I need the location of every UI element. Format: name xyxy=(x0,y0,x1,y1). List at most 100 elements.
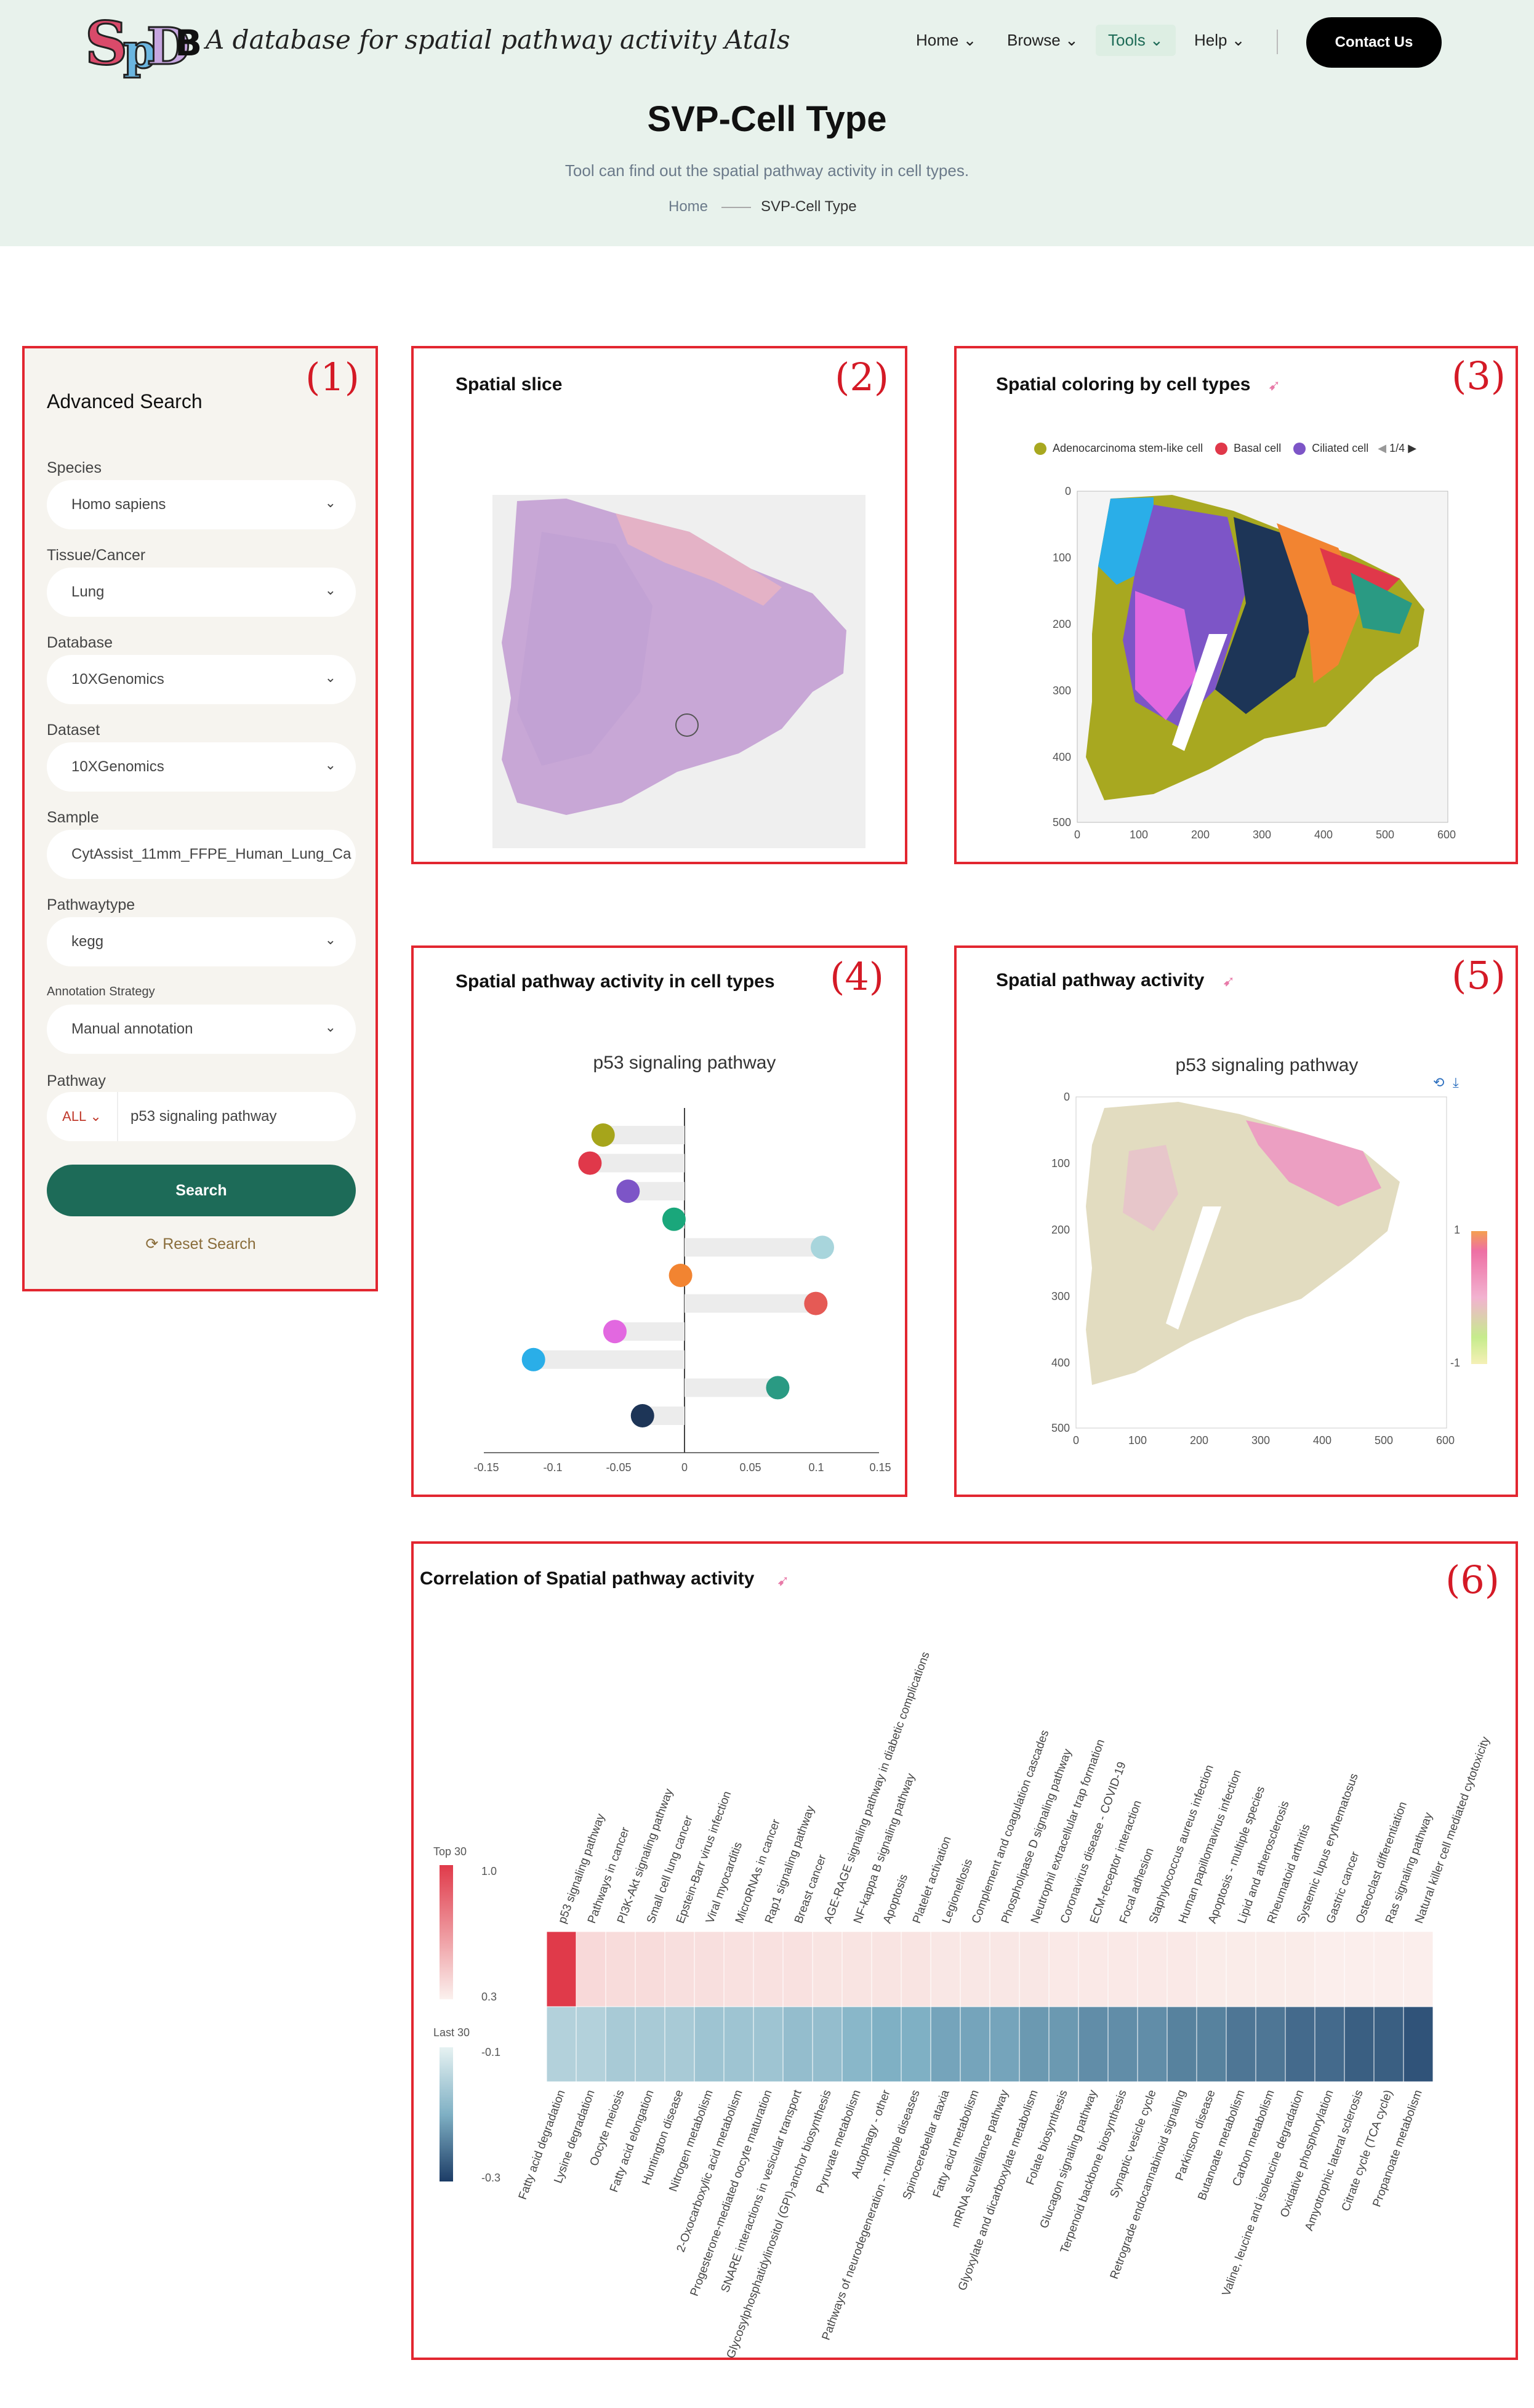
nav-tools[interactable]: Tools ⌄ xyxy=(1096,25,1176,56)
heatmap-cell-last[interactable] xyxy=(723,2006,754,2082)
heatmap-cell-last[interactable] xyxy=(1403,2006,1434,2082)
heatmap-cell-top[interactable] xyxy=(1255,1931,1286,2007)
heatmap-cell-last[interactable] xyxy=(1078,2006,1109,2082)
heatmap-cell-top[interactable] xyxy=(1107,1931,1138,2007)
heatmap-cell-top[interactable] xyxy=(871,1931,902,2007)
heatmap-cell-last[interactable] xyxy=(960,2006,990,2082)
search-button[interactable]: Search xyxy=(47,1165,356,1216)
reset-search-button[interactable]: ⟳ Reset Search xyxy=(145,1235,256,1253)
lollipop-point[interactable] xyxy=(521,1347,545,1371)
activity-spatial-map[interactable]: p53 signaling pathway 0 100 200 300 400 … xyxy=(957,948,1516,1495)
heatmap-cell-last[interactable] xyxy=(1344,2006,1375,2082)
pathway-input[interactable]: p53 signaling pathway xyxy=(131,1108,277,1125)
heatmap-cell-top[interactable] xyxy=(1403,1931,1434,2007)
correlation-heatmap[interactable]: Top 30 1.0 0.3 Last 30 -0.1 -0.3 p53 sig… xyxy=(414,1544,1516,2358)
heatmap-cell-last[interactable] xyxy=(930,2006,961,2082)
dataset-select[interactable]: 10XGenomics ⌄ xyxy=(47,742,356,792)
lollipop-point[interactable] xyxy=(804,1291,828,1315)
heatmap-cell-last[interactable] xyxy=(812,2006,843,2082)
last-color-scale[interactable] xyxy=(440,2047,453,2181)
pathwaytype-select[interactable]: kegg ⌄ xyxy=(47,917,356,966)
legend-prev-icon[interactable]: ◀ xyxy=(1378,442,1387,454)
heatmap-cell-last[interactable] xyxy=(1019,2006,1050,2082)
annotation-strategy-select[interactable]: Manual annotation ⌄ xyxy=(47,1005,356,1054)
heatmap-cell-top[interactable] xyxy=(576,1931,606,2007)
legend-item[interactable]: Basal cell xyxy=(1234,442,1282,454)
heatmap-cell-top[interactable] xyxy=(960,1931,990,2007)
heatmap-cell-last[interactable] xyxy=(664,2006,695,2082)
heatmap-cell-top[interactable] xyxy=(1373,1931,1404,2007)
contact-us-button[interactable]: Contact Us xyxy=(1306,17,1442,68)
heatmap-cell-last[interactable] xyxy=(901,2006,931,2082)
heatmap-cell-top[interactable] xyxy=(546,1931,577,2007)
heatmap-cell-top[interactable] xyxy=(782,1931,813,2007)
heatmap-cell-last[interactable] xyxy=(1196,2006,1227,2082)
heatmap-cell-last[interactable] xyxy=(1373,2006,1404,2082)
heatmap-cell-last[interactable] xyxy=(989,2006,1020,2082)
spdb-logo[interactable]: S p D B xyxy=(84,8,203,84)
heatmap-cell-top[interactable] xyxy=(989,1931,1020,2007)
lollipop-point[interactable] xyxy=(811,1235,834,1259)
lollipop-point[interactable] xyxy=(603,1320,627,1344)
pathway-scope-select[interactable]: ALL ⌄ xyxy=(47,1092,118,1141)
tissue-select[interactable]: Lung ⌄ xyxy=(47,568,356,617)
lollipop-point[interactable] xyxy=(578,1151,602,1175)
cursor-icon[interactable]: ➹ xyxy=(1223,973,1235,990)
heatmap-cell-top[interactable] xyxy=(635,1931,665,2007)
nav-home[interactable]: Home ⌄ xyxy=(916,31,977,49)
top-color-scale[interactable] xyxy=(440,1865,453,1999)
legend-next-icon[interactable]: ▶ xyxy=(1408,442,1417,454)
heatmap-cell-last[interactable] xyxy=(782,2006,813,2082)
heatmap-cell-top[interactable] xyxy=(694,1931,725,2007)
heatmap-cell-top[interactable] xyxy=(1048,1931,1079,2007)
restore-icon[interactable]: ⟲ xyxy=(1433,1075,1445,1090)
heatmap-cell-last[interactable] xyxy=(1137,2006,1168,2082)
heatmap-cell-last[interactable] xyxy=(1226,2006,1256,2082)
heatmap-cell-last[interactable] xyxy=(753,2006,784,2082)
heatmap-cell-top[interactable] xyxy=(753,1931,784,2007)
heatmap-cell-last[interactable] xyxy=(1314,2006,1345,2082)
cell-type-lollipop-chart[interactable]: p53 signaling pathway -0.15 -0.1 -0.05 0… xyxy=(414,948,905,1495)
heatmap-cell-top[interactable] xyxy=(664,1931,695,2007)
heatmap-cell-top[interactable] xyxy=(1167,1931,1197,2007)
heatmap-cell-last[interactable] xyxy=(694,2006,725,2082)
heatmap-cell-last[interactable] xyxy=(576,2006,606,2082)
heatmap-cell-top[interactable] xyxy=(723,1931,754,2007)
heatmap-cell-top[interactable] xyxy=(605,1931,636,2007)
heatmap-cell-top[interactable] xyxy=(1137,1931,1168,2007)
heatmap-cell-last[interactable] xyxy=(1285,2006,1315,2082)
lollipop-point[interactable] xyxy=(591,1123,615,1147)
lollipop-point[interactable] xyxy=(662,1207,686,1231)
heatmap-cell-top[interactable] xyxy=(1314,1931,1345,2007)
nav-browse[interactable]: Browse ⌄ xyxy=(1007,31,1078,49)
heatmap-cell-top[interactable] xyxy=(1285,1931,1315,2007)
heatmap-cell-last[interactable] xyxy=(1048,2006,1079,2082)
save-image-icon[interactable]: ⤓ xyxy=(1453,1075,1459,1090)
heatmap-cell-last[interactable] xyxy=(1255,2006,1286,2082)
cursor-icon[interactable]: ➹ xyxy=(1268,377,1281,394)
lollipop-point[interactable] xyxy=(630,1404,654,1427)
heatmap-cell-top[interactable] xyxy=(841,1931,872,2007)
heatmap-cell-last[interactable] xyxy=(546,2006,577,2082)
heatmap-cell-last[interactable] xyxy=(871,2006,902,2082)
heatmap-cell-top[interactable] xyxy=(1196,1931,1227,2007)
lollipop-point[interactable] xyxy=(766,1376,790,1400)
breadcrumb-home[interactable]: Home xyxy=(669,198,709,215)
heatmap-cell-top[interactable] xyxy=(901,1931,931,2007)
sample-select[interactable]: CytAssist_11mm_FFPE_Human_Lung_Ca xyxy=(47,830,356,879)
lollipop-point[interactable] xyxy=(616,1179,640,1203)
heatmap-cell-top[interactable] xyxy=(1226,1931,1256,2007)
cell-type-map[interactable]: 0 100 200 300 400 500 0 100 200 300 400 … xyxy=(1030,480,1486,849)
heatmap-cell-last[interactable] xyxy=(1167,2006,1197,2082)
heatmap-cell-last[interactable] xyxy=(1107,2006,1138,2082)
heatmap-cell-top[interactable] xyxy=(1019,1931,1050,2007)
legend-item[interactable]: Adenocarcinoma stem-like cell xyxy=(1053,442,1203,454)
heatmap-cell-top[interactable] xyxy=(930,1931,961,2007)
database-select[interactable]: 10XGenomics ⌄ xyxy=(47,655,356,704)
legend-item[interactable]: Ciliated cell xyxy=(1312,442,1369,454)
nav-help[interactable]: Help ⌄ xyxy=(1194,31,1245,49)
lollipop-point[interactable] xyxy=(669,1264,693,1287)
heatmap-cell-last[interactable] xyxy=(605,2006,636,2082)
heatmap-cell-last[interactable] xyxy=(635,2006,665,2082)
species-select[interactable]: Homo sapiens ⌄ xyxy=(47,480,356,529)
